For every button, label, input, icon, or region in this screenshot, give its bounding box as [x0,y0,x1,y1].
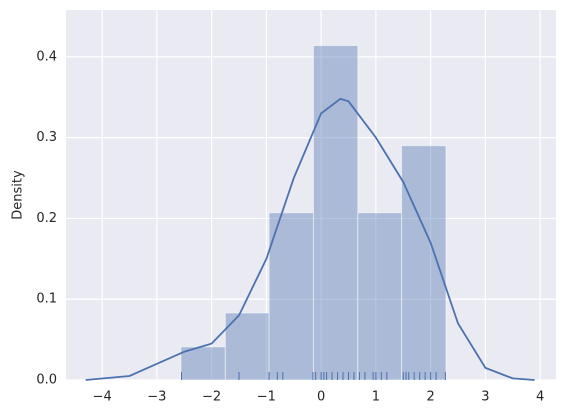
y-tick-label: 0.4 [36,49,57,64]
y-tick-label: 0.2 [36,211,57,226]
x-tick-label: −3 [147,390,166,405]
histogram-bar [268,212,314,381]
y-tick-label: 0.0 [36,373,57,388]
y-tick-label: 0.1 [36,292,57,307]
x-tick-label: 0 [317,390,325,405]
y-tick-label: 0.3 [36,130,57,145]
histogram-bar [401,145,447,381]
x-tick-label: 3 [481,390,489,405]
x-tick-label: −2 [202,390,221,405]
histogram-bar [357,212,403,381]
x-tick-label: 1 [372,390,380,405]
histogram-bar [224,312,270,381]
histogram-bar [312,45,359,381]
x-tick-label: −4 [93,390,112,405]
y-axis-label: Density [11,170,26,220]
x-tick-label: −1 [257,390,276,405]
kde-line [85,97,535,381]
x-tick-label: 2 [426,390,434,405]
x-tick-label: 4 [536,390,544,405]
histogram-bar [180,346,226,381]
plot-background [66,10,556,380]
